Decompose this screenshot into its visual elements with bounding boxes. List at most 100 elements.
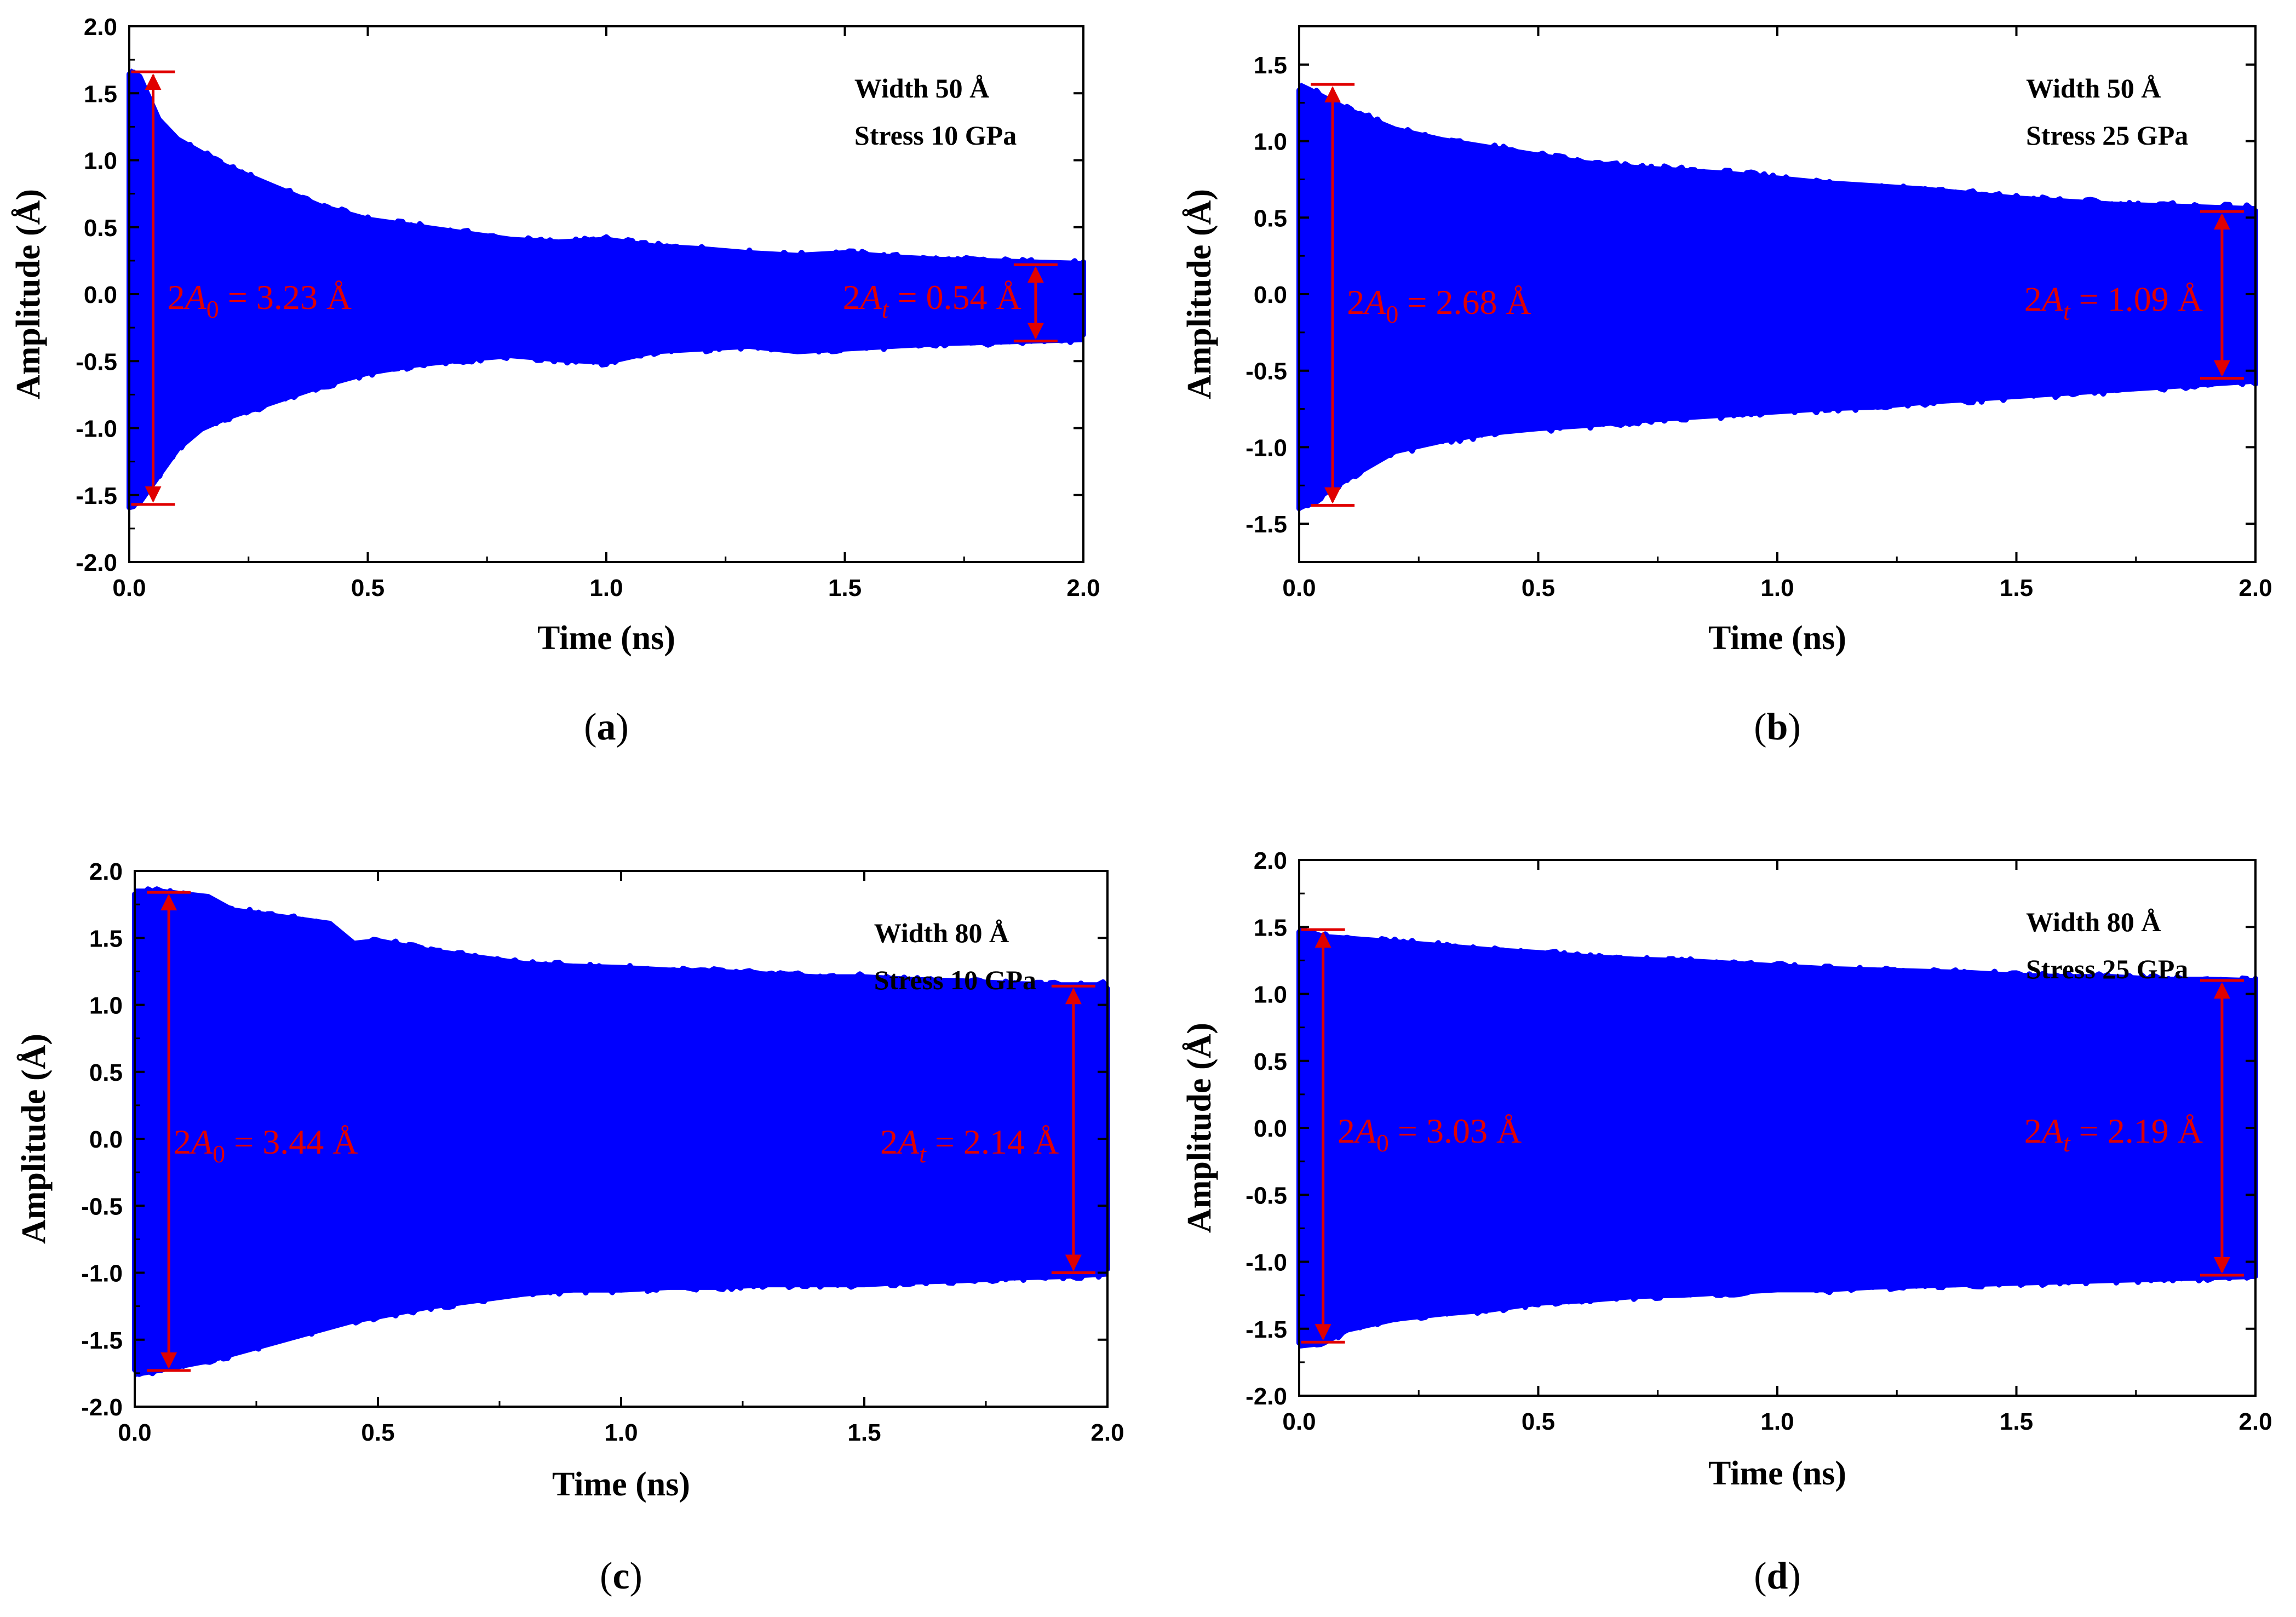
y-tick-label: 2.0 — [1254, 847, 1287, 874]
annotation-subscript: 0 — [1386, 300, 1398, 328]
annotation-label: 2A0 = 2.68 Å — [1347, 283, 1531, 328]
y-tick-label: -1.0 — [1245, 434, 1287, 461]
chart-panel-b: 0.0 0.5 1.0 1.5 2.0 -1.5 -1.0 -0.5 0.0 0.5 1.0 1.5 T… — [1181, 25, 2272, 748]
y-tick-label: -1.5 — [81, 1327, 123, 1354]
x-tick-label: 0.5 — [361, 1419, 394, 1446]
annotation-label: 2A0 = 3.23 Å — [168, 278, 352, 323]
panel-caption: (c) — [600, 1555, 642, 1597]
legend-line: Stress 25 GPa — [2026, 954, 2188, 984]
y-tick-label: -1.5 — [1245, 1316, 1287, 1343]
chart-panel-c: 0.0 0.5 1.0 1.5 2.0 -2.0 -1.5 -1.0 -0.5 0.0 0.5 1.0… — [15, 858, 1124, 1597]
annotation-subscript: t — [2063, 1129, 2071, 1157]
x-tick-label: 1.5 — [2000, 575, 2033, 601]
annotation-value: = 3.23 Å — [219, 278, 352, 317]
y-tick-label: 1.5 — [1254, 52, 1287, 79]
annotation-label: 2At = 1.09 Å — [2024, 279, 2203, 325]
annotation-coef: 2 — [2024, 279, 2042, 318]
lower-envelope-line — [128, 334, 1084, 508]
y-tick-label: 0.5 — [84, 215, 117, 242]
annotation-value: = 2.68 Å — [1398, 283, 1531, 322]
annotation-symbol: A — [2040, 279, 2064, 318]
upper-envelope-line — [1298, 926, 2256, 986]
y-axis-title: Amplitude (Å) — [1181, 189, 1218, 399]
chart-panel-d: 0.0 0.5 1.0 1.5 2.0 -2.0 -1.5 -1.0 -0.5 0.0 0.5 1.0… — [1181, 847, 2272, 1597]
y-axis-title: Amplitude (Å) — [15, 1034, 53, 1244]
y-tick-label: 1.0 — [84, 148, 117, 175]
caption-letter: a — [597, 706, 616, 748]
annotation-coef: 2 — [880, 1122, 898, 1161]
caption-open: ( — [584, 706, 596, 748]
annotation-label: 2A0 = 3.03 Å — [1338, 1111, 1522, 1157]
y-tick-label: -1.0 — [76, 416, 117, 443]
annotation-value: = 0.54 Å — [888, 278, 1021, 317]
y-tick-label: 2.0 — [89, 858, 123, 885]
y-tick-label: -0.5 — [1245, 1182, 1287, 1209]
x-tick-label: 2.0 — [2238, 1408, 2272, 1435]
annotation-symbol: A — [189, 1122, 213, 1161]
y-tick-label: -1.5 — [76, 483, 117, 509]
x-tick-label: 0.0 — [118, 1419, 151, 1446]
annotation-coef: 2 — [843, 278, 860, 317]
lower-envelope-line — [134, 1269, 1108, 1377]
y-tick-label: 0.5 — [1254, 1048, 1287, 1075]
y-tick-label: -1.0 — [81, 1260, 123, 1287]
y-tick-label: -0.5 — [81, 1193, 123, 1220]
caption-close: ) — [1788, 1555, 1800, 1597]
x-axis-title: Time (ns) — [537, 620, 675, 657]
x-tick-label: 0.0 — [1282, 575, 1316, 601]
x-tick-label: 1.0 — [589, 575, 623, 601]
legend-line: Width 80 Å — [874, 918, 1009, 948]
y-tick-label: -0.5 — [1245, 358, 1287, 385]
caption-open: ( — [600, 1555, 612, 1597]
annotation-symbol: A — [896, 1122, 920, 1161]
upper-envelope-line — [127, 68, 1084, 269]
annotation-subscript: t — [882, 295, 889, 323]
x-tick-label: 1.0 — [1760, 575, 1794, 601]
y-tick-label: 0.0 — [1254, 1115, 1287, 1142]
panel-caption: (d) — [1754, 1555, 1801, 1597]
caption-letter: b — [1767, 706, 1788, 748]
y-tick-label: -0.5 — [76, 348, 117, 375]
lower-envelope-line — [1297, 376, 2256, 511]
y-tick-label: 1.5 — [1254, 914, 1287, 941]
annotation-subscript: 0 — [1376, 1129, 1389, 1157]
y-tick-label: 1.5 — [84, 81, 117, 107]
annotation-label: 2At = 0.54 Å — [843, 278, 1021, 323]
annotation-subscript: t — [919, 1140, 927, 1168]
caption-close: ) — [1788, 706, 1800, 748]
caption-letter: d — [1767, 1555, 1788, 1597]
caption-close: ) — [630, 1555, 642, 1597]
y-axis-title: Amplitude (Å) — [1181, 1023, 1218, 1233]
annotation-label: 2A0 = 3.44 Å — [174, 1122, 358, 1168]
upper-envelope-line — [1297, 82, 2256, 214]
x-tick-label: 2.0 — [1090, 1419, 1124, 1446]
annotation-symbol: A — [183, 278, 207, 317]
annotation-coef: 2 — [2024, 1111, 2042, 1150]
caption-letter: c — [612, 1555, 629, 1597]
x-tick-label: 0.0 — [112, 575, 146, 601]
y-tick-label: -2.0 — [1245, 1383, 1287, 1410]
annotation-symbol: A — [1353, 1111, 1377, 1150]
annotation-coef: 2 — [1347, 283, 1364, 322]
y-tick-label: -2.0 — [76, 549, 117, 576]
annotation-subscript: t — [2063, 297, 2071, 325]
lower-envelope-line — [1299, 1271, 2256, 1349]
legend-line: Stress 10 GPa — [874, 965, 1036, 995]
x-tick-label: 1.0 — [1760, 1408, 1794, 1435]
x-tick-label: 0.5 — [351, 575, 384, 601]
annotation-value: = 1.09 Å — [2070, 279, 2203, 318]
annotation-value: = 3.44 Å — [225, 1122, 358, 1161]
legend-line: Width 50 Å — [2026, 73, 2161, 104]
x-tick-label: 2.0 — [1066, 575, 1100, 601]
upper-envelope-line — [135, 888, 1107, 990]
y-tick-label: 0.0 — [89, 1126, 123, 1153]
legend-line: Stress 25 GPa — [2026, 120, 2188, 151]
y-tick-label: -1.0 — [1245, 1249, 1287, 1276]
x-tick-label: 1.5 — [2000, 1408, 2033, 1435]
caption-open: ( — [1754, 706, 1766, 748]
caption-open: ( — [1754, 1555, 1766, 1597]
y-axis-title: Amplitude (Å) — [10, 189, 47, 399]
x-tick-label: 0.0 — [1282, 1408, 1316, 1435]
panel-caption: (b) — [1754, 706, 1801, 748]
